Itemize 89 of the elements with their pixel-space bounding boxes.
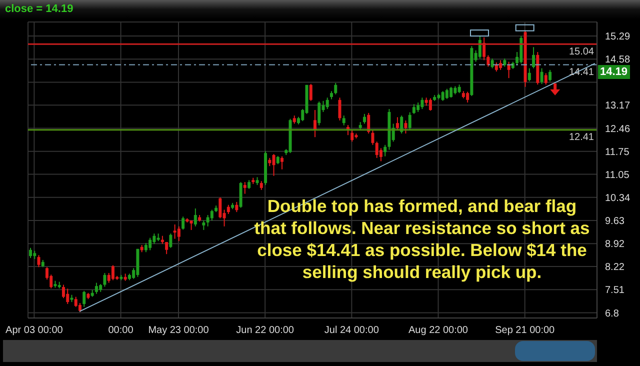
candlestick [400, 115, 404, 134]
y-tick-label: 9.63 [605, 216, 625, 228]
candlestick [202, 220, 206, 230]
candlestick [466, 91, 470, 104]
candlestick [66, 288, 70, 304]
candlestick [190, 220, 193, 230]
candlestick [103, 272, 106, 288]
candlestick [362, 113, 366, 124]
candlestick [416, 102, 420, 112]
candlestick [226, 204, 230, 215]
candlestick [441, 90, 444, 102]
candlestick [408, 112, 412, 131]
candlestick [450, 86, 453, 98]
y-tick-label: 8.92 [605, 239, 625, 250]
x-tick-label: May 23 00:00 [148, 325, 210, 336]
candlestick [334, 82, 338, 95]
candlestick [309, 83, 312, 102]
candlestick [384, 144, 387, 157]
candlestick [532, 46, 536, 69]
candlestick [148, 237, 152, 251]
y-tick-label: 14.58 [605, 54, 630, 66]
candlestick [169, 233, 172, 248]
candlestick [194, 208, 197, 227]
y-tick-label: 12.46 [605, 124, 630, 135]
y-tick-label: 6.8 [605, 308, 620, 320]
candlestick [239, 182, 242, 208]
candlestick [338, 97, 342, 121]
candlestick [173, 224, 176, 240]
candlestick [507, 61, 510, 79]
candlestick [210, 209, 214, 222]
y-tick-label: 8.22 [605, 262, 625, 274]
candlestick [152, 233, 156, 244]
candlestick [318, 101, 321, 126]
x-tick-label: 00:00 [108, 325, 134, 336]
y-tick-label: 7.51 [605, 285, 625, 296]
candlestick [326, 97, 329, 110]
candlestick [74, 296, 78, 308]
candlestick [218, 196, 222, 219]
candlestick [371, 130, 374, 146]
y-tick-label: 10.34 [605, 192, 630, 204]
candlestick [540, 68, 544, 84]
candlestick [177, 226, 180, 242]
x-tick-label: Jun 22 00:00 [236, 325, 294, 336]
annotation: 14.19 [598, 64, 630, 79]
candlestick [243, 182, 246, 194]
x-tick-label: Jul 24 00:00 [324, 325, 380, 336]
candlestick [367, 112, 370, 134]
candlestick [396, 116, 399, 131]
text: close = 14.19 [5, 3, 74, 15]
candlestick [62, 284, 65, 299]
y-tick-label: 15.29 [605, 32, 630, 43]
candlestick [111, 264, 114, 281]
candlestick [404, 120, 408, 134]
candlestick [445, 88, 448, 100]
candlestick [342, 115, 346, 126]
candlestick [548, 69, 552, 82]
candlestick [490, 58, 494, 69]
candlestick [206, 214, 210, 227]
candlestick [412, 104, 416, 114]
candlestick [420, 97, 424, 110]
x-tick-label: Aug 22 00:00 [408, 325, 468, 336]
candlestick [29, 247, 32, 259]
x-tick-label: Apr 03 00:00 [6, 325, 64, 336]
candlestick [314, 110, 316, 138]
candlestick [94, 282, 98, 294]
candlestick [280, 156, 284, 170]
y-tick-label: 11.05 [605, 170, 630, 181]
candlestick [165, 242, 168, 255]
candlestick [428, 98, 432, 112]
candlestick [478, 36, 482, 60]
y-tick-label: 11.75 [605, 146, 630, 158]
candlestick [144, 242, 148, 253]
candlestick [272, 154, 276, 176]
y-tick-label: 13.17 [605, 100, 630, 112]
candlestick [499, 60, 502, 70]
ref-line-label: 12.41 [568, 132, 594, 144]
candlestick [350, 130, 354, 142]
candlestick [375, 141, 378, 158]
candlestick [82, 290, 86, 308]
candlestick [182, 216, 185, 230]
candlestick [544, 72, 548, 86]
candlestick [235, 201, 238, 213]
x-tick-label: Sep 21 00:00 [495, 325, 556, 336]
candlestick [494, 62, 498, 72]
candlestick [78, 302, 82, 313]
ref-line-label: 15.04 [568, 46, 594, 58]
candlestick [37, 254, 40, 268]
candlestick [528, 68, 531, 82]
candlestick [486, 54, 490, 68]
